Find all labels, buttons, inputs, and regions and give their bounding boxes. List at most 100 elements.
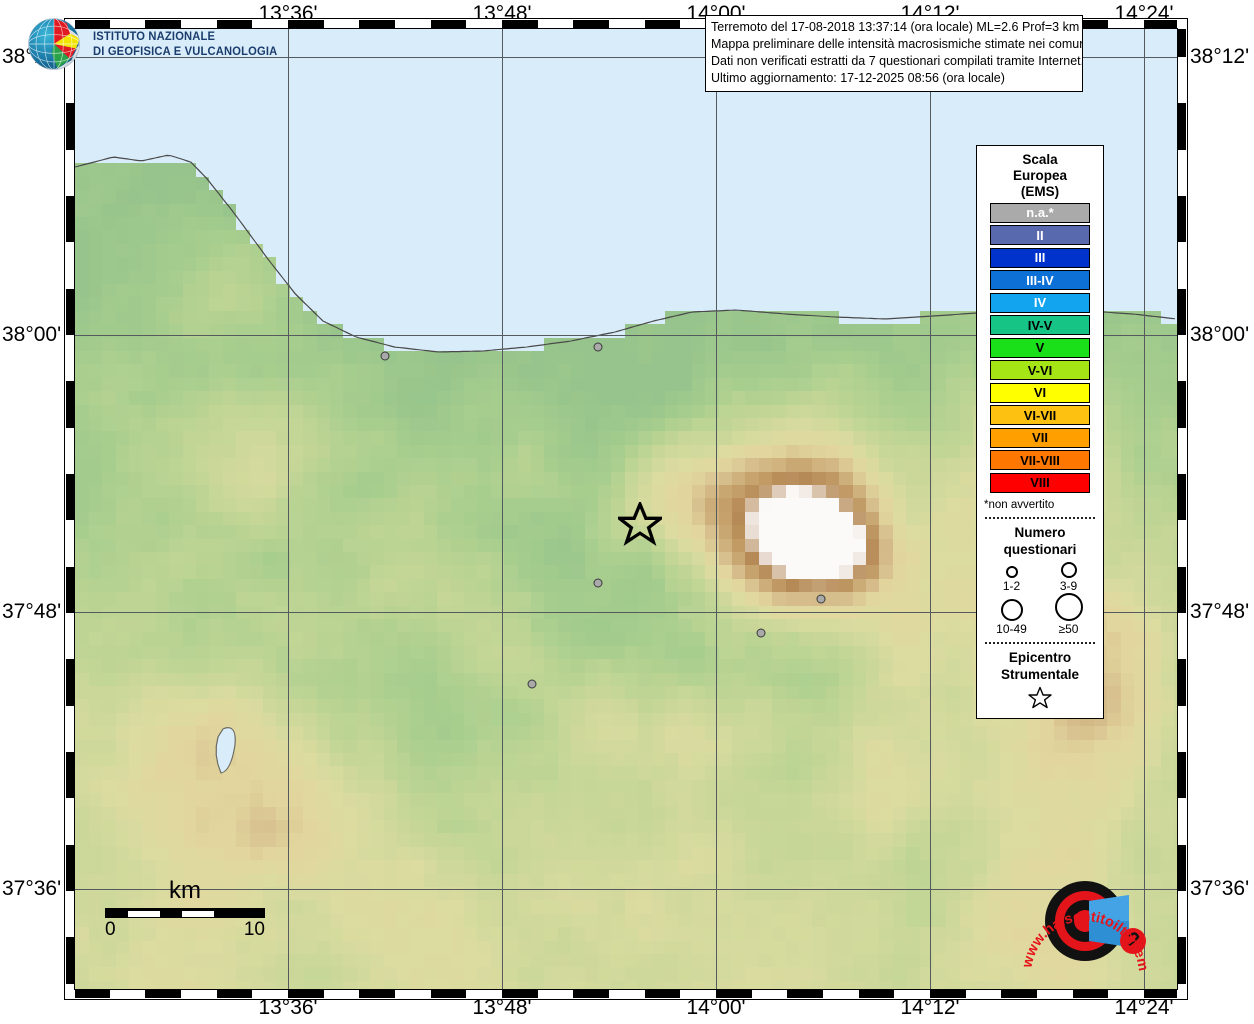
frame-tick xyxy=(430,20,467,29)
ems-class-vii[interactable]: VII xyxy=(990,427,1090,448)
legend-footnote: *non avvertito xyxy=(984,498,1055,511)
axis-tick-lat-3: 37°36' xyxy=(1190,877,1250,900)
gridline-lon-2 xyxy=(716,29,717,989)
ingv-globe-icon xyxy=(28,18,80,70)
questionnaire-size-label: 3-9 xyxy=(1059,578,1078,593)
frame-tick xyxy=(75,989,110,998)
ems-class-v-vi[interactable]: V-VI xyxy=(990,360,1090,380)
gridline-lon-0 xyxy=(288,29,289,989)
questionnaire-marker[interactable] xyxy=(593,342,603,352)
frame-tick xyxy=(66,103,75,150)
legend-title-line1: Scala xyxy=(1022,152,1058,167)
axis-tick-lat-2: 37°48' xyxy=(2,600,62,623)
frame-tick xyxy=(145,20,181,29)
ems-class-vi[interactable]: VI xyxy=(990,382,1090,403)
ems-class-iv-v[interactable]: IV-V xyxy=(990,315,1090,335)
ingv-line2: DI GEOFISICA E VULCANOLOGIA xyxy=(93,44,278,58)
frame-tick xyxy=(1177,566,1186,613)
questionnaire-size-label: 10-49 xyxy=(996,621,1027,636)
questionnaire-marker[interactable] xyxy=(527,679,537,689)
gridline-lat-0 xyxy=(75,57,1177,58)
frame-tick xyxy=(66,937,75,984)
axis-tick-lat-2: 37°48' xyxy=(1190,600,1250,623)
axis-tick-lon-4: 14°24' xyxy=(1114,996,1174,1019)
scale-bar-start: 0 xyxy=(105,919,116,940)
gridline-lon-3 xyxy=(930,29,931,989)
axis-tick-lat-1: 38°00' xyxy=(1190,323,1250,346)
epicenter-title-line1: Epicentro xyxy=(1008,649,1072,665)
frame-tick xyxy=(288,989,324,998)
frame-tick xyxy=(1001,989,1037,998)
axis-tick-lon-1: 13°48' xyxy=(472,996,532,1019)
frame-tick xyxy=(1177,752,1186,799)
frame-tick xyxy=(216,20,253,29)
frame-tick xyxy=(66,474,75,521)
ingv-logo: ISTITUTO NAZIONALE DI GEOFISICA E VULCAN… xyxy=(25,15,291,73)
epicenter-key-title: Epicentro Strumentale xyxy=(983,649,1097,683)
ems-class-iv[interactable]: IV xyxy=(990,292,1090,313)
questionnaire-marker[interactable] xyxy=(380,351,390,361)
questionnaire-size-circle xyxy=(1054,592,1083,621)
axis-tick-lat-0: 38°12' xyxy=(1190,45,1250,68)
event-info-box: Terremoto del 17-08-2018 13:37:14 (ora l… xyxy=(705,15,1083,92)
questionnaire-size-2: 10-49 xyxy=(983,593,1040,636)
scale-bar-labels: 0 10 xyxy=(105,919,265,941)
frame-tick xyxy=(66,196,75,243)
questionnaire-title-line1: Numero xyxy=(1014,524,1066,540)
questionnaire-size-key: 1-2 3-9 10-49 ≥50 xyxy=(983,561,1097,636)
questionnaire-title-line2: questionari xyxy=(1003,541,1077,557)
questionnaire-size-circle xyxy=(1060,561,1077,578)
gridline-lon-1 xyxy=(502,29,503,989)
legend-panel: Scala Europea (EMS) n.a.* II III III-IV IV IV… xyxy=(976,145,1104,719)
frame-tick xyxy=(216,989,253,998)
ems-class-vii-viii[interactable]: VII-VIII xyxy=(990,450,1090,470)
legend-title: Scala Europea (EMS) xyxy=(983,152,1097,200)
axis-tick-lat-1: 38°00' xyxy=(2,323,62,346)
epicenter-title-line2: Strumentale xyxy=(1000,666,1080,682)
frame-tick xyxy=(66,566,75,613)
hsit-target-icon: www.haisentitoilterremoto.it xyxy=(1011,843,1152,972)
ingv-line1: ISTITUTO NAZIONALE xyxy=(93,29,216,43)
ems-class-n-a-[interactable]: n.a.* xyxy=(990,202,1090,223)
ems-class-v[interactable]: V xyxy=(990,337,1090,358)
gridline-lon-4 xyxy=(1144,29,1145,989)
frame-tick xyxy=(573,20,609,29)
info-line-event: Terremoto del 17-08-2018 13:37:14 (ora l… xyxy=(711,20,1080,34)
questionnaire-marker[interactable] xyxy=(593,578,603,588)
ems-class-ii[interactable]: II xyxy=(990,225,1090,245)
frame-tick xyxy=(787,989,823,998)
info-line-data: Dati non verificati estratti da 7 questi… xyxy=(711,54,1083,68)
frame-tick xyxy=(1177,103,1186,150)
legend-title-line3: (EMS) xyxy=(1020,184,1060,199)
frame-tick xyxy=(66,288,75,335)
frame-tick xyxy=(75,20,110,29)
ems-class-iii-iv[interactable]: III-IV xyxy=(990,270,1090,290)
axis-tick-lon-3: 14°12' xyxy=(900,996,960,1019)
frame-tick xyxy=(644,989,681,998)
info-line-map: Mappa preliminare delle intensità macros… xyxy=(711,37,1083,51)
haisentitoilterremoto-logo[interactable]: www.haisentitoilterremoto.it xyxy=(1011,843,1155,985)
frame-tick xyxy=(1177,29,1186,57)
epicenter-star-icon[interactable] xyxy=(618,502,662,546)
frame-tick xyxy=(1072,20,1109,29)
frame-tick xyxy=(644,20,681,29)
ems-class-viii[interactable]: VIII xyxy=(990,472,1090,493)
frame-tick xyxy=(1177,937,1186,984)
frame-tick xyxy=(502,20,538,29)
frame-tick xyxy=(1177,844,1186,891)
questionnaire-size-3: ≥50 xyxy=(1040,592,1097,636)
frame-tick xyxy=(430,989,467,998)
frame-tick xyxy=(716,989,752,998)
frame-tick xyxy=(66,381,75,428)
ems-class-iii[interactable]: III xyxy=(990,247,1090,268)
frame-tick xyxy=(573,989,609,998)
frame-tick xyxy=(858,989,895,998)
gridline-lat-3 xyxy=(75,889,1177,890)
frame-tick xyxy=(359,20,395,29)
questionnaire-size-1: 3-9 xyxy=(1040,561,1097,593)
questionnaire-marker[interactable] xyxy=(816,594,826,604)
frame-tick xyxy=(1144,20,1177,29)
ems-class-vi-vii[interactable]: VI-VII xyxy=(990,405,1090,425)
questionnaire-marker[interactable] xyxy=(756,628,766,638)
